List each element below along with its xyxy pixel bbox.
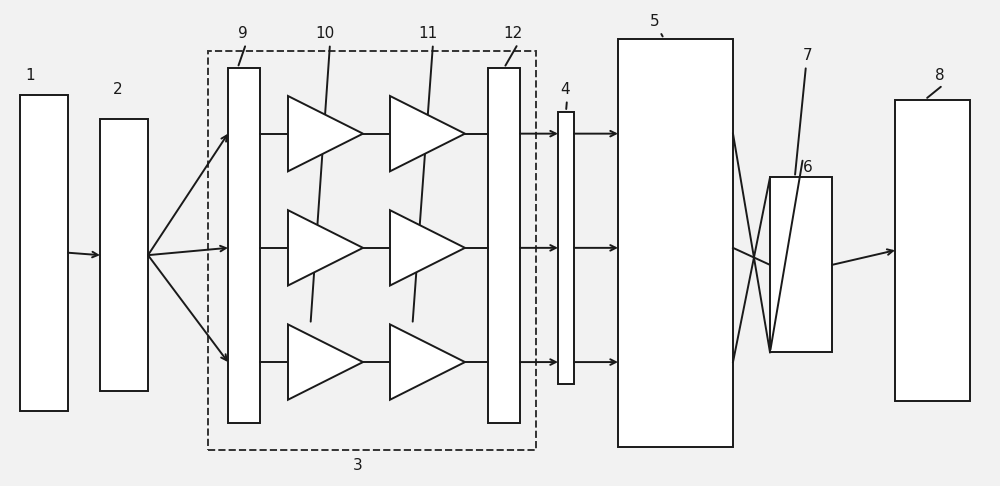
Polygon shape [288, 96, 363, 172]
Text: 7: 7 [803, 48, 813, 63]
Polygon shape [390, 210, 465, 286]
Text: 4: 4 [560, 82, 570, 97]
Text: 10: 10 [315, 26, 335, 41]
Text: 11: 11 [418, 26, 438, 41]
Polygon shape [390, 96, 465, 172]
Text: 5: 5 [650, 14, 660, 29]
Text: 2: 2 [113, 82, 123, 97]
Bar [618, 39, 733, 447]
Text: 8: 8 [935, 68, 945, 83]
Bar [770, 177, 832, 352]
Text: 6: 6 [803, 160, 813, 175]
Text: 9: 9 [238, 26, 248, 41]
Text: 3: 3 [353, 458, 363, 473]
Polygon shape [288, 325, 363, 399]
Bar [558, 112, 574, 384]
Bar [20, 95, 68, 411]
Bar [100, 119, 148, 391]
Bar [488, 68, 520, 423]
Polygon shape [390, 325, 465, 399]
Bar [208, 51, 536, 450]
Bar [228, 68, 260, 423]
Polygon shape [288, 210, 363, 286]
Text: 12: 12 [503, 26, 523, 41]
Bar [895, 100, 970, 401]
Text: 1: 1 [25, 68, 35, 83]
